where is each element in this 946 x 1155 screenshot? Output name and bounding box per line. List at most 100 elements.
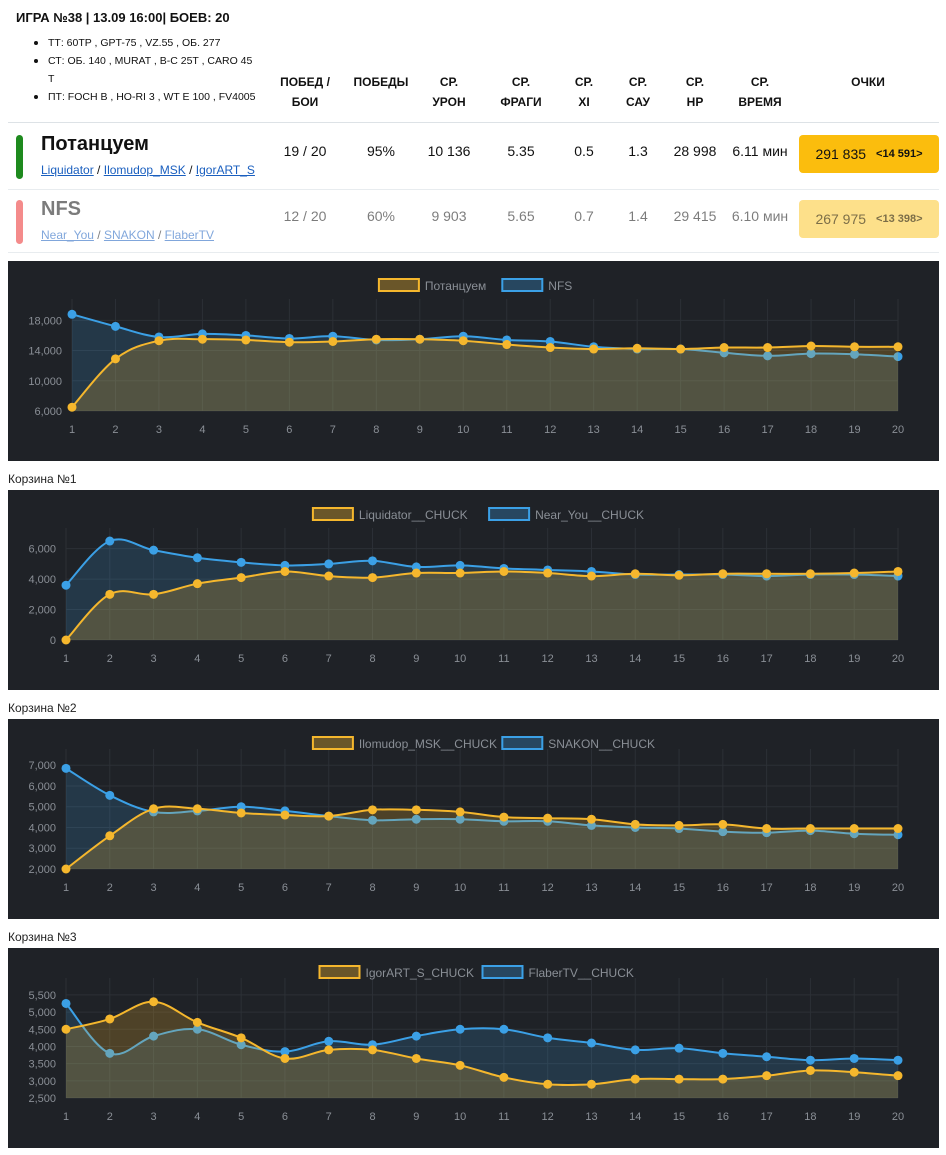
col-header-time: СР. ВРЕМЯ bbox=[725, 72, 795, 112]
x-tick-label: 11 bbox=[498, 882, 509, 894]
data-point bbox=[149, 1031, 159, 1041]
x-tick-label: 9 bbox=[413, 882, 419, 894]
data-point bbox=[192, 553, 202, 563]
col-header-line: СР. bbox=[511, 75, 531, 89]
y-tick-label: 0 bbox=[50, 635, 56, 647]
x-tick-label: 16 bbox=[718, 424, 730, 436]
win-percent: 95% bbox=[366, 143, 396, 159]
y-tick-label: 6,000 bbox=[28, 544, 56, 556]
avg-xi: 0.5 bbox=[574, 143, 594, 159]
x-tick-label: 3 bbox=[156, 424, 162, 436]
col-header-line: ПОБЕД / bbox=[280, 75, 330, 89]
data-point bbox=[762, 824, 772, 834]
x-tick-label: 15 bbox=[673, 882, 685, 894]
series-area bbox=[66, 539, 898, 640]
data-point bbox=[674, 1074, 684, 1084]
x-tick-label: 19 bbox=[848, 424, 860, 436]
data-point bbox=[849, 824, 859, 834]
points-diff: <13 398> bbox=[876, 213, 923, 225]
data-point bbox=[236, 573, 246, 583]
col-header-line: ОЧКИ bbox=[851, 75, 885, 89]
x-tick-label: 6 bbox=[282, 1111, 288, 1123]
x-tick-label: 8 bbox=[369, 1111, 375, 1123]
data-point bbox=[368, 573, 378, 583]
x-tick-label: 12 bbox=[542, 882, 554, 894]
data-point bbox=[893, 824, 903, 834]
data-point bbox=[586, 814, 596, 824]
x-tick-label: 12 bbox=[542, 1111, 554, 1123]
team-row-1: Потанцуем Liquidator / Ilomudop_MSK / Ig… bbox=[8, 122, 939, 190]
legend-swatch bbox=[311, 736, 354, 750]
chart-panel-basket-1: 6,000 4,000 2,000 0 1 2 3 4 5 6 7 8 9 10 11 12 13 14 15 16 1… bbox=[8, 490, 939, 690]
avg-time: 6.10 мин bbox=[731, 208, 789, 224]
y-tick-label: 5,000 bbox=[28, 802, 56, 814]
x-tick-label: 13 bbox=[585, 1111, 597, 1123]
col-header-line: СР. bbox=[628, 75, 648, 89]
x-tick-label: 10 bbox=[454, 882, 466, 894]
col-header-xi: СР. XI bbox=[564, 72, 604, 112]
col-header-wins-battles: ПОБЕД / БОИ bbox=[270, 72, 340, 112]
legend-swatch bbox=[377, 278, 420, 292]
y-tick-label: 4,000 bbox=[28, 574, 56, 586]
col-header-line: ФРАГИ bbox=[500, 95, 542, 109]
wins-battles: 12 / 20 bbox=[283, 208, 327, 224]
x-tick-label: 6 bbox=[282, 882, 288, 894]
x-tick-label: 4 bbox=[194, 882, 200, 894]
data-point bbox=[280, 1047, 290, 1057]
col-header-line: HP bbox=[686, 95, 704, 109]
x-tick-label: 1 bbox=[69, 424, 75, 436]
player-link[interactable]: Liquidator bbox=[41, 163, 94, 177]
x-tick-label: 19 bbox=[848, 1111, 860, 1123]
player-link[interactable]: Near_You bbox=[41, 228, 94, 242]
data-point bbox=[543, 813, 553, 823]
series-area bbox=[66, 806, 898, 869]
series-area bbox=[72, 338, 898, 411]
legend-label: NFS bbox=[548, 279, 572, 293]
player-link[interactable]: IgorART_S bbox=[195, 163, 255, 177]
data-point bbox=[280, 810, 290, 820]
x-tick-label: 14 bbox=[629, 882, 641, 894]
data-point bbox=[893, 352, 903, 362]
data-point bbox=[586, 571, 596, 581]
team-players: Liquidator / Ilomudop_MSK / IgorART_S bbox=[41, 163, 255, 177]
y-tick-label: 2,000 bbox=[28, 605, 56, 617]
y-tick-label: 3,500 bbox=[28, 1059, 56, 1071]
legend-label: IgorART_S_CHUCK bbox=[366, 966, 474, 980]
data-point bbox=[192, 1024, 202, 1034]
data-point bbox=[67, 309, 77, 319]
x-tick-label: 8 bbox=[369, 653, 375, 665]
data-point bbox=[674, 820, 684, 830]
player-link[interactable]: FlaberTV bbox=[164, 228, 215, 242]
x-tick-label: 5 bbox=[238, 882, 244, 894]
data-point bbox=[674, 570, 684, 580]
col-header-wins: ПОБЕДЫ bbox=[346, 72, 416, 92]
x-tick-label: 17 bbox=[761, 653, 773, 665]
basket-caption-3: Корзина №3 bbox=[8, 930, 77, 944]
data-point bbox=[893, 342, 903, 352]
y-tick-label: 4,500 bbox=[28, 1024, 56, 1036]
data-point bbox=[105, 536, 115, 546]
data-point bbox=[850, 349, 860, 359]
game-title: ИГРА №38 | 13.09 16:00| БОЕВ: 20 bbox=[16, 10, 230, 25]
data-point bbox=[893, 1071, 903, 1081]
x-tick-label: 2 bbox=[112, 424, 118, 436]
avg-hp: 29 415 bbox=[673, 208, 717, 224]
data-point bbox=[324, 1036, 334, 1046]
player-link[interactable]: SNAKON bbox=[103, 228, 155, 242]
data-point bbox=[763, 351, 773, 361]
data-point bbox=[805, 1055, 815, 1065]
data-point bbox=[411, 1031, 421, 1041]
data-point bbox=[586, 1038, 596, 1048]
x-tick-label: 3 bbox=[151, 882, 157, 894]
x-tick-label: 12 bbox=[544, 424, 556, 436]
data-point bbox=[718, 819, 728, 829]
data-point bbox=[280, 1053, 290, 1063]
col-header-line: ВРЕМЯ bbox=[738, 95, 782, 109]
data-point bbox=[630, 819, 640, 829]
col-header-line: ПОБЕДЫ bbox=[353, 75, 409, 89]
player-link[interactable]: Ilomudop_MSK bbox=[103, 163, 186, 177]
data-point bbox=[241, 335, 251, 345]
x-tick-label: 2 bbox=[107, 653, 113, 665]
y-tick-label: 6,000 bbox=[34, 406, 62, 418]
y-tick-label: 2,000 bbox=[28, 864, 56, 876]
